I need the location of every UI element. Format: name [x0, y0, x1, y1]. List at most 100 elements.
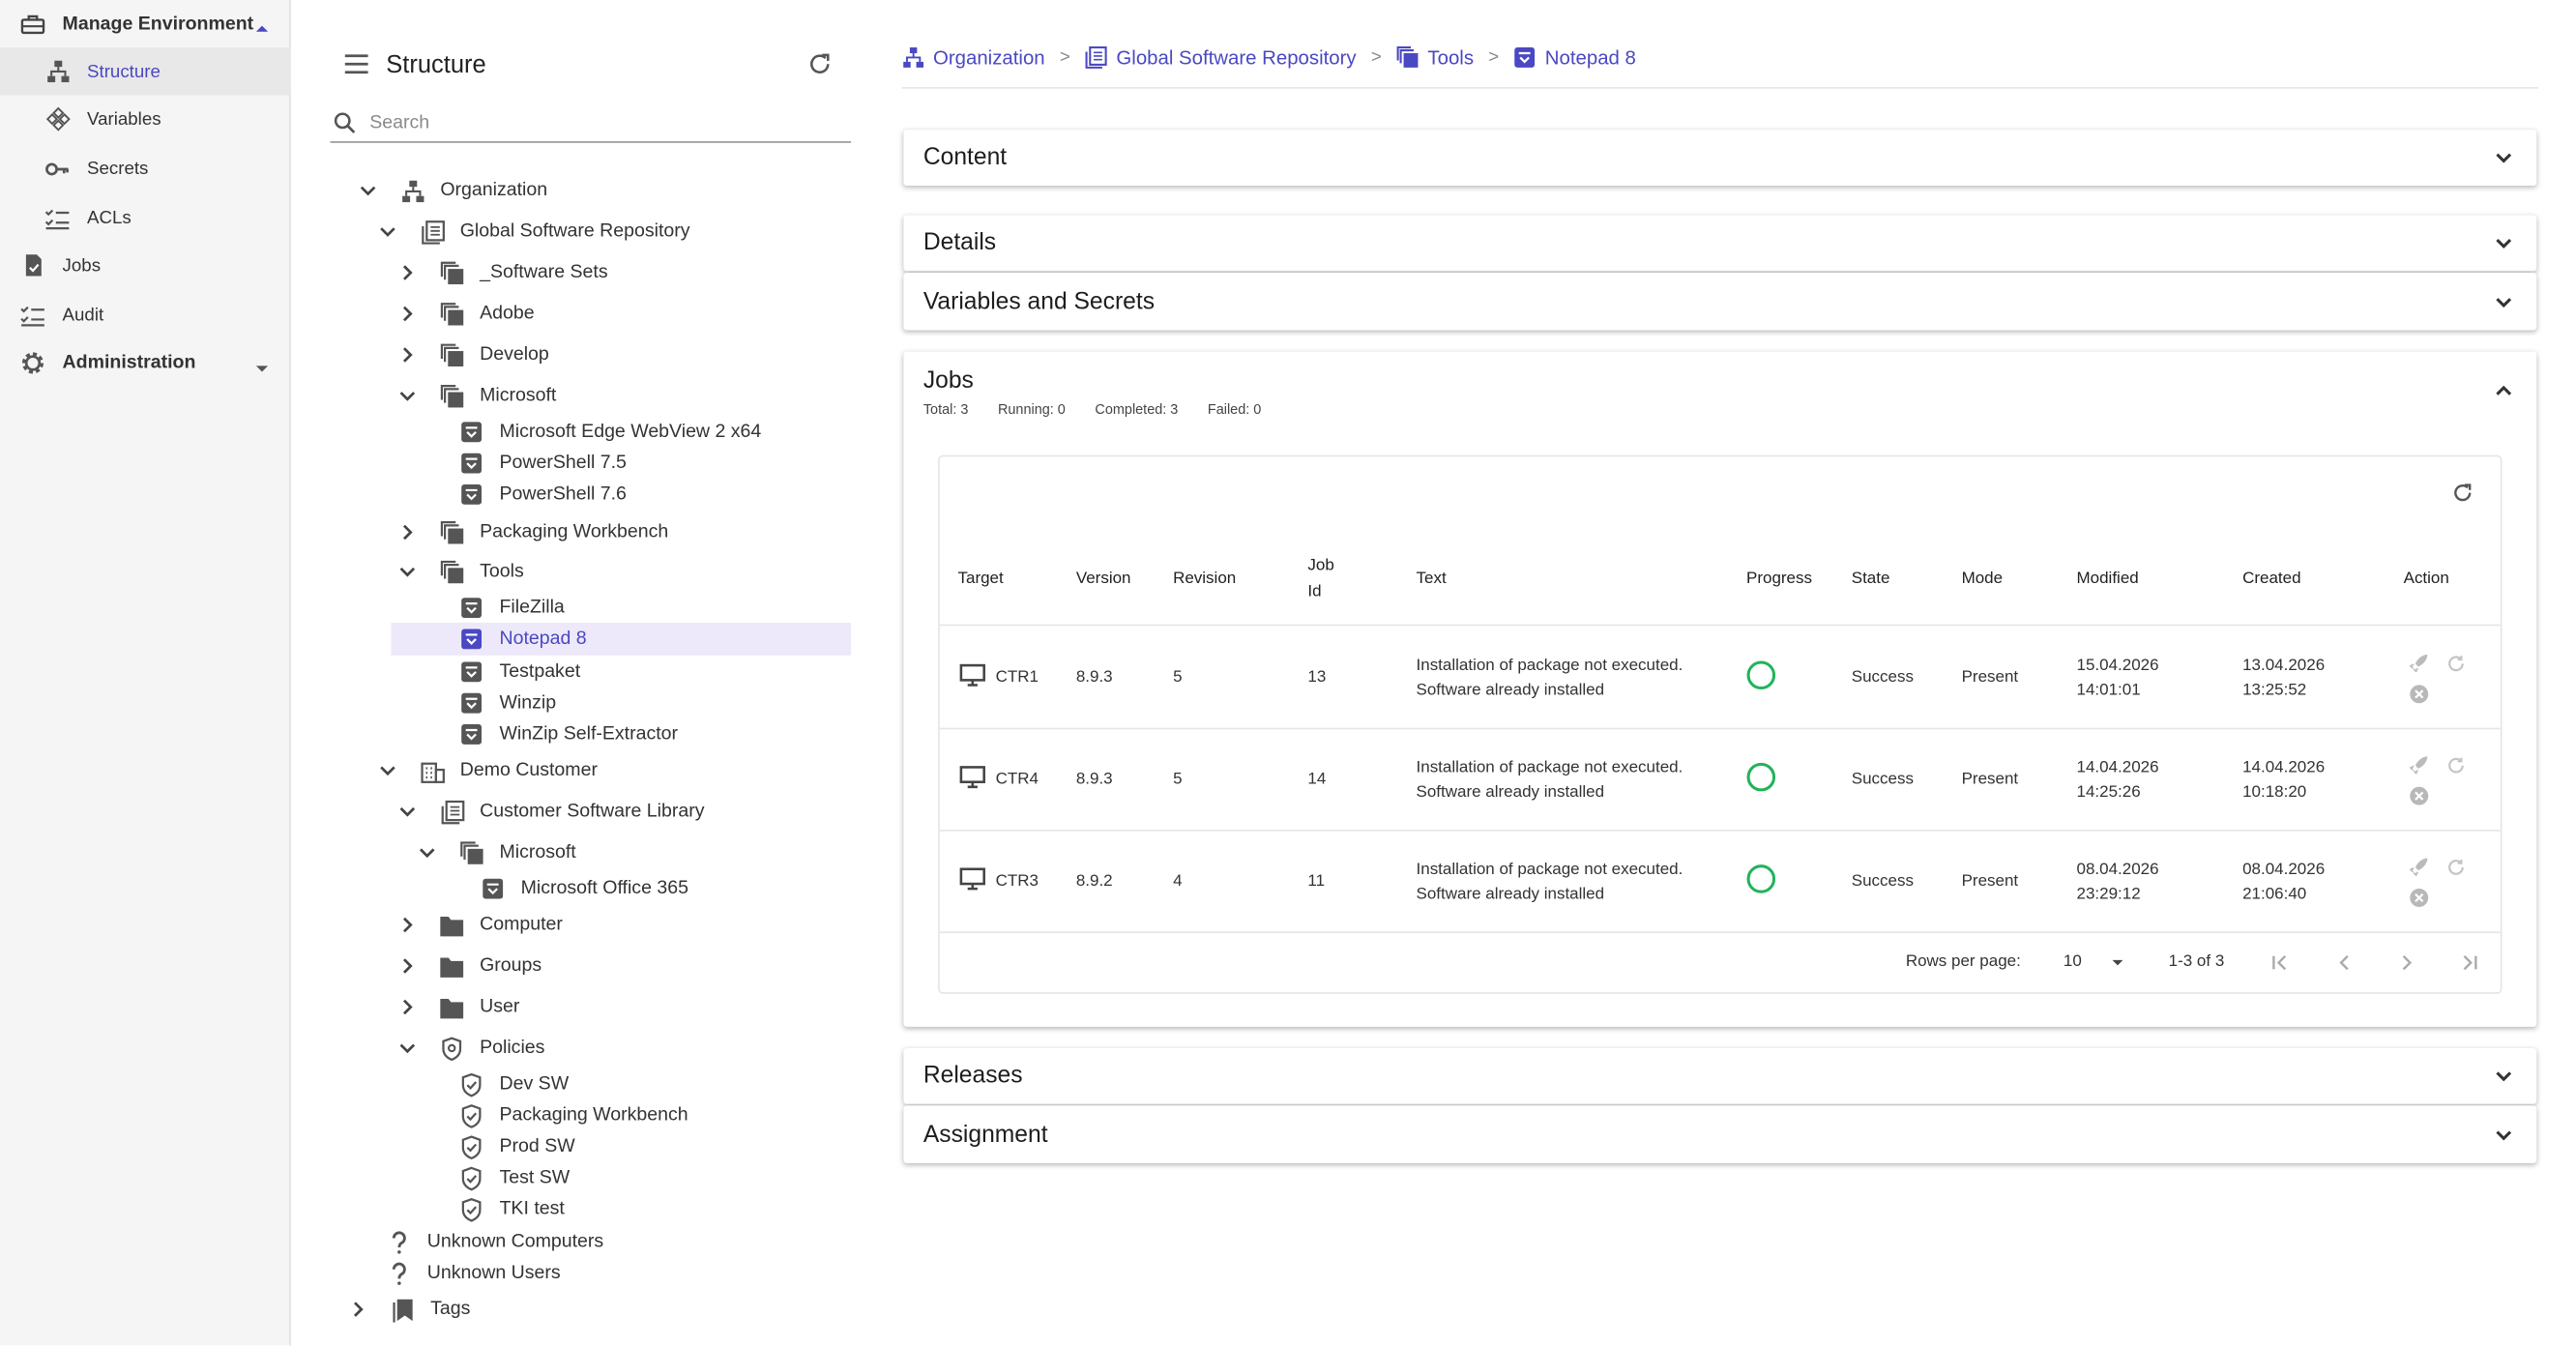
tree-node-user[interactable]: User — [395, 990, 519, 1023]
tree-node-tags[interactable]: Tags — [346, 1293, 470, 1326]
chevron-right-icon[interactable] — [395, 343, 419, 366]
tree-node-testpaket[interactable]: Testpaket — [458, 656, 580, 688]
nav-acls[interactable]: ACLs — [0, 193, 291, 241]
col-target[interactable]: Target — [957, 570, 1004, 589]
tree-node-tools[interactable]: Tools — [395, 555, 524, 588]
col-text[interactable]: Text — [1416, 570, 1447, 589]
table-row[interactable]: CTR4 8.9.3 5 14 Installation of package not … — [939, 728, 2501, 832]
tree-node-packaging-workbench-policy[interactable]: Packaging Workbench — [458, 1099, 688, 1132]
chevron-down-icon[interactable] — [2494, 1067, 2513, 1086]
nav-jobs[interactable]: Jobs — [0, 242, 291, 289]
chevron-down-icon[interactable] — [2494, 292, 2513, 311]
cancel-icon[interactable] — [2409, 887, 2430, 908]
rows-per-page-select[interactable]: 10 — [2064, 952, 2124, 971]
section-content[interactable]: Content — [903, 130, 2537, 186]
tree-node-customer-software-library[interactable]: Customer Software Library — [395, 795, 704, 828]
tree-node-organization[interactable]: Organization — [357, 174, 547, 207]
tree-node-packaging-workbench[interactable]: Packaging Workbench — [395, 515, 668, 548]
table-row[interactable]: CTR3 8.9.2 4 11 Installation of package not … — [939, 830, 2501, 934]
chevron-right-icon[interactable] — [395, 261, 419, 284]
chevron-down-icon[interactable] — [395, 385, 419, 408]
section-releases[interactable]: Releases — [903, 1047, 2537, 1104]
tree-node-winzip-self-extractor[interactable]: WinZip Self-Extractor — [458, 717, 678, 750]
refresh-icon[interactable] — [2451, 482, 2474, 505]
chevron-down-icon[interactable] — [416, 841, 439, 864]
tree-node-filezilla[interactable]: FileZilla — [458, 592, 565, 625]
chevron-down-icon[interactable] — [2494, 148, 2513, 167]
first-page-icon[interactable] — [2270, 952, 2290, 972]
tree-node-groups[interactable]: Groups — [395, 950, 542, 982]
section-details[interactable]: Details — [903, 215, 2537, 272]
cancel-icon[interactable] — [2409, 684, 2430, 705]
col-progress[interactable]: Progress — [1746, 570, 1813, 589]
tree-node-microsoft-customer[interactable]: Microsoft — [416, 836, 576, 869]
retry-icon[interactable] — [2446, 858, 2466, 877]
table-row[interactable]: CTR1 8.9.3 5 13 Installation of package not … — [939, 626, 2501, 730]
retry-icon[interactable] — [2446, 654, 2466, 673]
chevron-right-icon[interactable] — [395, 303, 419, 326]
breadcrumb-repository[interactable]: Global Software Repository — [1085, 46, 1357, 69]
prev-page-icon[interactable] — [2334, 952, 2354, 972]
tree-node-test-sw[interactable]: Test SW — [458, 1161, 570, 1194]
tree-node-winzip[interactable]: Winzip — [458, 687, 556, 719]
chevron-down-icon[interactable] — [395, 560, 419, 583]
nav-secrets[interactable]: Secrets — [0, 145, 291, 192]
col-mode[interactable]: Mode — [1961, 570, 2004, 589]
col-version[interactable]: Version — [1075, 570, 1131, 589]
cell-target[interactable]: CTR3 — [995, 872, 1039, 891]
tree-node-adobe[interactable]: Adobe — [395, 298, 535, 331]
search-input[interactable] — [369, 113, 830, 133]
chevron-right-icon[interactable] — [395, 914, 419, 937]
tree-node-powershell-75[interactable]: PowerShell 7.5 — [458, 447, 627, 480]
tree-node-office365[interactable]: Microsoft Office 365 — [480, 872, 688, 905]
refresh-icon[interactable] — [806, 51, 833, 77]
last-page-icon[interactable] — [2459, 952, 2478, 972]
breadcrumb-organization[interactable]: Organization — [902, 46, 1045, 69]
tree-node-notepad8[interactable]: Notepad 8 — [391, 622, 852, 656]
tree-node-microsoft[interactable]: Microsoft — [395, 379, 556, 412]
cancel-icon[interactable] — [2409, 785, 2430, 806]
deploy-icon[interactable] — [2409, 652, 2430, 673]
tree-node-prod-sw[interactable]: Prod SW — [458, 1130, 575, 1163]
next-page-icon[interactable] — [2397, 952, 2416, 972]
tree-node-unknown-computers[interactable]: Unknown Computers — [386, 1225, 603, 1258]
col-job-id-2[interactable]: Id — [1307, 583, 1322, 601]
chevron-right-icon[interactable] — [395, 954, 419, 978]
chevron-down-icon[interactable] — [357, 179, 380, 202]
col-job-id-1[interactable]: Job — [1307, 556, 1334, 575]
tree-node-tki-test[interactable]: TKI test — [458, 1192, 565, 1225]
chevron-down-icon[interactable] — [2494, 1126, 2513, 1145]
tree-node-policies[interactable]: Policies — [395, 1032, 544, 1065]
chevron-right-icon[interactable] — [395, 996, 419, 1019]
chevron-down-icon[interactable] — [2494, 233, 2513, 252]
nav-variables[interactable]: Variables — [0, 96, 291, 143]
chevron-down-icon[interactable] — [395, 1037, 419, 1060]
col-created[interactable]: Created — [2242, 570, 2301, 589]
nav-administration[interactable]: Administration — [0, 338, 291, 386]
deploy-icon[interactable] — [2409, 856, 2430, 877]
tree-node-global-software-repository[interactable]: Global Software Repository — [376, 216, 690, 249]
tree-node-demo-customer[interactable]: Demo Customer — [376, 754, 598, 787]
tree-node-software-sets[interactable]: _Software Sets — [395, 256, 608, 289]
section-variables-secrets[interactable]: Variables and Secrets — [903, 273, 2537, 331]
nav-structure[interactable]: Structure — [0, 47, 291, 96]
cell-target[interactable]: CTR1 — [995, 668, 1039, 688]
chevron-right-icon[interactable] — [346, 1298, 369, 1321]
chevron-right-icon[interactable] — [395, 521, 419, 544]
tree-node-powershell-76[interactable]: PowerShell 7.6 — [458, 478, 627, 511]
deploy-icon[interactable] — [2409, 754, 2430, 775]
col-revision[interactable]: Revision — [1173, 570, 1237, 589]
search-field[interactable] — [330, 105, 852, 143]
cell-target[interactable]: CTR4 — [995, 770, 1039, 789]
tree-node-unknown-users[interactable]: Unknown Users — [386, 1257, 561, 1290]
menu-icon[interactable] — [343, 52, 369, 75]
chevron-up-icon[interactable] — [2494, 381, 2513, 400]
chevron-down-icon[interactable] — [376, 759, 399, 782]
nav-audit[interactable]: Audit — [0, 291, 291, 338]
nav-manage-environment[interactable]: Manage Environment — [0, 0, 291, 47]
breadcrumb-current[interactable]: Notepad 8 — [1514, 46, 1636, 69]
col-state[interactable]: State — [1851, 570, 1890, 589]
section-assignment[interactable]: Assignment — [903, 1105, 2537, 1163]
retry-icon[interactable] — [2446, 756, 2466, 775]
chevron-down-icon[interactable] — [376, 220, 399, 244]
